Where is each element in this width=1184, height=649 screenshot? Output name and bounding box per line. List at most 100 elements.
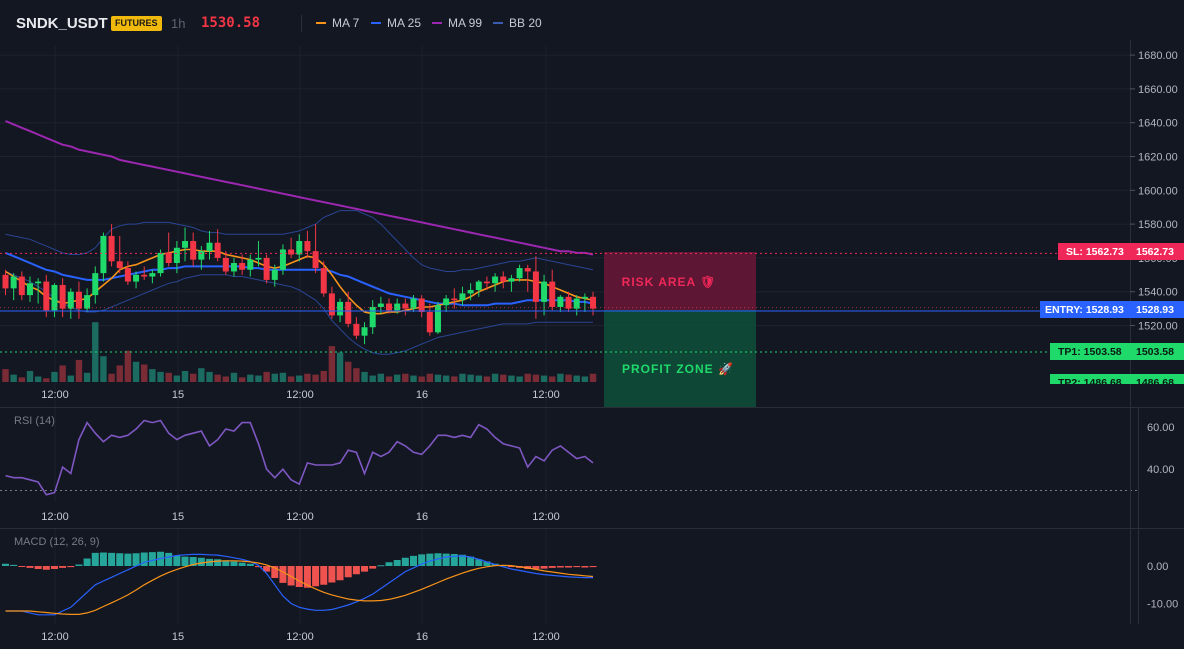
candle-body <box>581 296 588 299</box>
volume-bar <box>508 375 515 382</box>
candle-body <box>157 252 164 274</box>
grid-lines <box>0 46 1130 624</box>
candle-body <box>508 278 515 282</box>
time-tick-label: 15 <box>172 389 184 401</box>
macd-hist-bar <box>59 566 67 568</box>
volume-bar <box>141 364 148 382</box>
volume-bar <box>410 375 417 382</box>
macd-panel: 0.00 -10.00 <box>2 551 1178 616</box>
macd-label[interactable]: MACD (12, 26, 9) <box>14 536 100 548</box>
candle-body <box>51 284 58 311</box>
macd-hist-bar <box>418 554 426 566</box>
candle-body <box>312 251 319 269</box>
macd-hist-bar <box>589 566 597 568</box>
macd-hist-bar <box>361 566 369 572</box>
profit-zone-label: PROFIT ZONE 🚀 <box>622 362 734 376</box>
macd-hist-bar <box>271 566 279 578</box>
ma99-swatch <box>432 22 442 24</box>
macd-hist-bar <box>393 560 401 566</box>
candle-body <box>459 293 466 301</box>
time-tick-label: 16 <box>416 631 428 643</box>
macd-hist-bar <box>450 554 458 566</box>
volume-bar <box>573 375 580 382</box>
sl-tag[interactable]: SL: 1562.73 1562.73 <box>1058 243 1184 260</box>
rsi-label[interactable]: RSI (14) <box>14 415 55 427</box>
volume-bar <box>418 376 425 382</box>
time-tick-label: 16 <box>416 389 428 401</box>
legend-ma25-label: MA 25 <box>387 16 422 30</box>
macd-hist-bar <box>181 556 189 566</box>
macd-hist-bar <box>532 566 540 569</box>
volume-bar <box>173 375 181 382</box>
trade-levels <box>0 252 1130 353</box>
volume-bar <box>116 365 123 382</box>
volume-bar <box>67 375 74 382</box>
volume-bar <box>34 376 42 382</box>
candle-body <box>532 271 539 302</box>
macd-line <box>5 553 593 616</box>
candle-body <box>26 283 33 296</box>
ma99-line <box>5 120 594 256</box>
legend-ma99-label: MA 99 <box>448 16 483 30</box>
symbol-name[interactable]: SNDK_USDT <box>16 15 108 32</box>
macd-hist-bar <box>573 566 581 568</box>
macd-hist-bar <box>540 566 548 569</box>
volume-bar <box>255 375 262 382</box>
macd-hist-bar <box>328 566 336 583</box>
volume-bar <box>475 375 482 382</box>
legend-ma7-label: MA 7 <box>332 16 360 30</box>
volume-bar <box>312 374 319 382</box>
candle-body <box>492 276 499 284</box>
candle-body <box>116 261 123 269</box>
macd-hist-bar <box>132 553 140 566</box>
timeframe-label[interactable]: 1h <box>171 16 186 31</box>
volume-bar <box>345 361 352 382</box>
legend-bb20[interactable]: BB 20 <box>493 16 542 30</box>
volume-bar <box>483 376 491 382</box>
price-tick-label: 1540.00 <box>1138 287 1178 299</box>
legend-ma99[interactable]: MA 99 <box>432 16 482 30</box>
rsi-panel: 60.00 40.00 <box>0 419 1175 496</box>
tp2-tag-axis: 1486.68 <box>1136 377 1174 389</box>
sl-tag-axis: 1562.73 <box>1136 246 1174 258</box>
legend-ma25[interactable]: MA 25 <box>371 16 421 30</box>
volume-bar <box>442 375 450 382</box>
time-tick-label: 15 <box>172 511 184 523</box>
candle-body <box>247 259 254 270</box>
macd-hist-bar <box>91 552 99 566</box>
volume-bar <box>393 374 401 382</box>
macd-hist-bar <box>75 564 83 566</box>
macd-hist-bar <box>99 552 107 566</box>
macd-hist-bar <box>401 557 409 566</box>
macd-hist-bar <box>295 566 303 587</box>
volume-bar <box>263 371 270 382</box>
macd-tick-label: -10.00 <box>1147 599 1178 611</box>
legend-ma7[interactable]: MA 7 <box>316 16 359 30</box>
macd-hist-bar <box>369 566 377 569</box>
candle-body <box>67 291 74 309</box>
macd-hist-bar <box>548 566 556 568</box>
tp1-tag-label: TP1: 1503.58 <box>1058 346 1122 358</box>
candle-body <box>426 312 433 333</box>
candle-body <box>500 276 507 282</box>
candle-body <box>337 301 344 316</box>
entry-tag[interactable]: ENTRY: 1528.93 1528.93 <box>1040 301 1184 318</box>
tp1-tag[interactable]: TP1: 1503.58 1503.58 <box>1050 343 1184 360</box>
candle-body <box>320 268 327 294</box>
volume-bar <box>516 376 523 382</box>
candle-body <box>386 303 393 311</box>
macd-hist-bar <box>467 556 475 566</box>
entry-tag-axis: 1528.93 <box>1136 304 1174 316</box>
candle-body <box>475 281 482 291</box>
time-tick-label: 12:00 <box>286 389 314 401</box>
time-tick-label: 12:00 <box>286 631 314 643</box>
volume-bar <box>385 376 393 382</box>
tp2-tag[interactable]: TP2: 1486.68 1486.68 <box>1050 374 1184 389</box>
time-tick-label: 12:00 <box>286 511 314 523</box>
candle-body <box>255 257 262 260</box>
candle-body <box>263 257 270 280</box>
macd-hist-bar <box>336 566 344 581</box>
volume-bar <box>2 369 9 382</box>
candle-body <box>173 247 180 263</box>
